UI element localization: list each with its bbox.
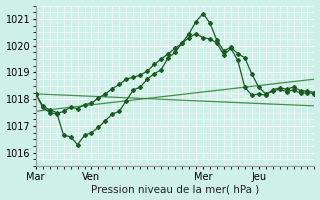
X-axis label: Pression niveau de la mer( hPa ): Pression niveau de la mer( hPa ) (91, 184, 259, 194)
